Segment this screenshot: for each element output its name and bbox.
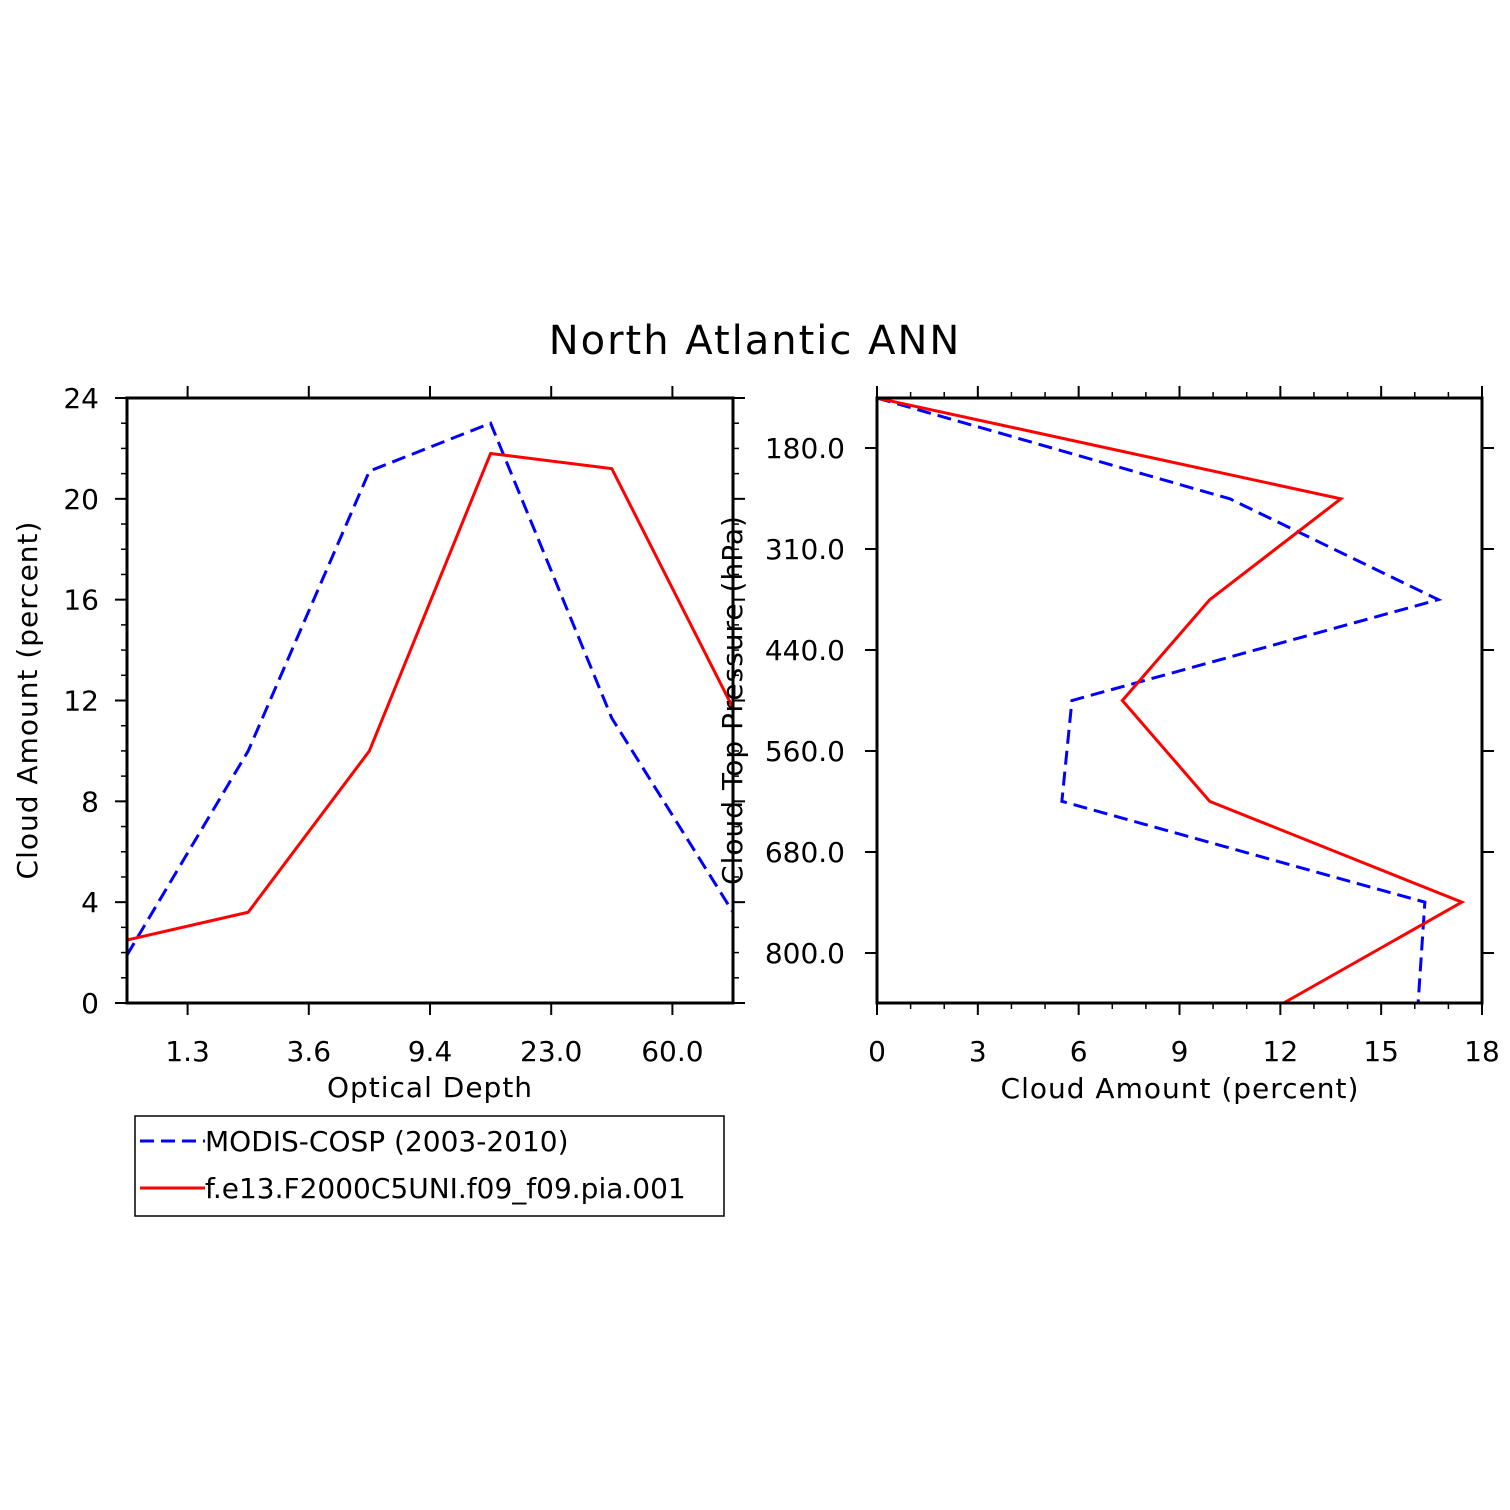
right-series-lines: [876, 396, 1466, 1005]
left-y-tick-label: 24: [63, 382, 99, 415]
right-x-tick-label: 18: [1464, 1035, 1500, 1068]
right-x-tick-label: 15: [1363, 1035, 1399, 1068]
left-y-tick-label: 8: [81, 785, 99, 818]
right-y-tick-label: 310.0: [765, 533, 845, 566]
left-series-modis: [125, 421, 735, 956]
left-ticks: 0 4 8 12 16 20 24 1.3 3.6 9.4 23.0 60.0: [63, 382, 745, 1068]
right-y-tick-label: 560.0: [765, 735, 845, 768]
figure-title: North Atlantic ANN: [549, 318, 962, 364]
left-y-tick-label: 16: [63, 584, 99, 617]
right-ticks: 0 3 6 9 12 15 18 180.0 310.0 440.0 560.0 680.0 800.0: [765, 386, 1500, 1068]
left-y-tick-label: 4: [81, 886, 99, 919]
right-y-tick-label: 180.0: [765, 432, 845, 465]
left-x-tick-label: 3.6: [287, 1035, 332, 1068]
legend-box: [134, 1115, 725, 1217]
left-x-tick-label: 9.4: [408, 1035, 453, 1068]
legend-label-modis: MODIS-COSP (2003-2010): [205, 1125, 569, 1158]
cloud-top-pressure-chart: 0 3 6 9 12 15 18 180.0 310.0 440.0 560.0 680.0 800.0…: [716, 386, 1500, 1105]
left-x-axis-label: Optical Depth: [327, 1071, 533, 1104]
legend: MODIS-COSP (2003-2010) f.e13.F2000C5UNI.…: [134, 1115, 725, 1217]
optical-depth-chart: 0 4 8 12 16 20 24 1.3 3.6 9.4 23.0 60.0 Optical Dep…: [11, 382, 745, 1104]
right-x-tick-label: 9: [1171, 1035, 1189, 1068]
right-y-tick-label: 680.0: [765, 836, 845, 869]
left-y-tick-label: 20: [63, 483, 99, 516]
right-x-axis-label: Cloud Amount (percent): [1001, 1072, 1360, 1105]
right-y-axis-label: Cloud Top Pressure (hPa): [716, 515, 749, 885]
right-x-tick-label: 12: [1263, 1035, 1299, 1068]
right-y-tick-label: 440.0: [765, 634, 845, 667]
left-x-tick-label: 23.0: [520, 1035, 582, 1068]
left-x-tick-label: 1.3: [165, 1035, 210, 1068]
right-x-tick-label: 0: [868, 1035, 886, 1068]
left-y-axis-label: Cloud Amount (percent): [11, 521, 44, 880]
left-y-tick-label: 0: [81, 987, 99, 1020]
left-x-tick-label: 60.0: [641, 1035, 703, 1068]
right-x-tick-label: 6: [1070, 1035, 1088, 1068]
right-x-tick-label: 3: [969, 1035, 987, 1068]
left-series-model: [126, 451, 735, 942]
legend-label-model: f.e13.F2000C5UNI.f09_f09.pia.001: [205, 1172, 686, 1205]
right-y-tick-label: 800.0: [765, 937, 845, 970]
left-y-tick-label: 12: [63, 685, 99, 718]
